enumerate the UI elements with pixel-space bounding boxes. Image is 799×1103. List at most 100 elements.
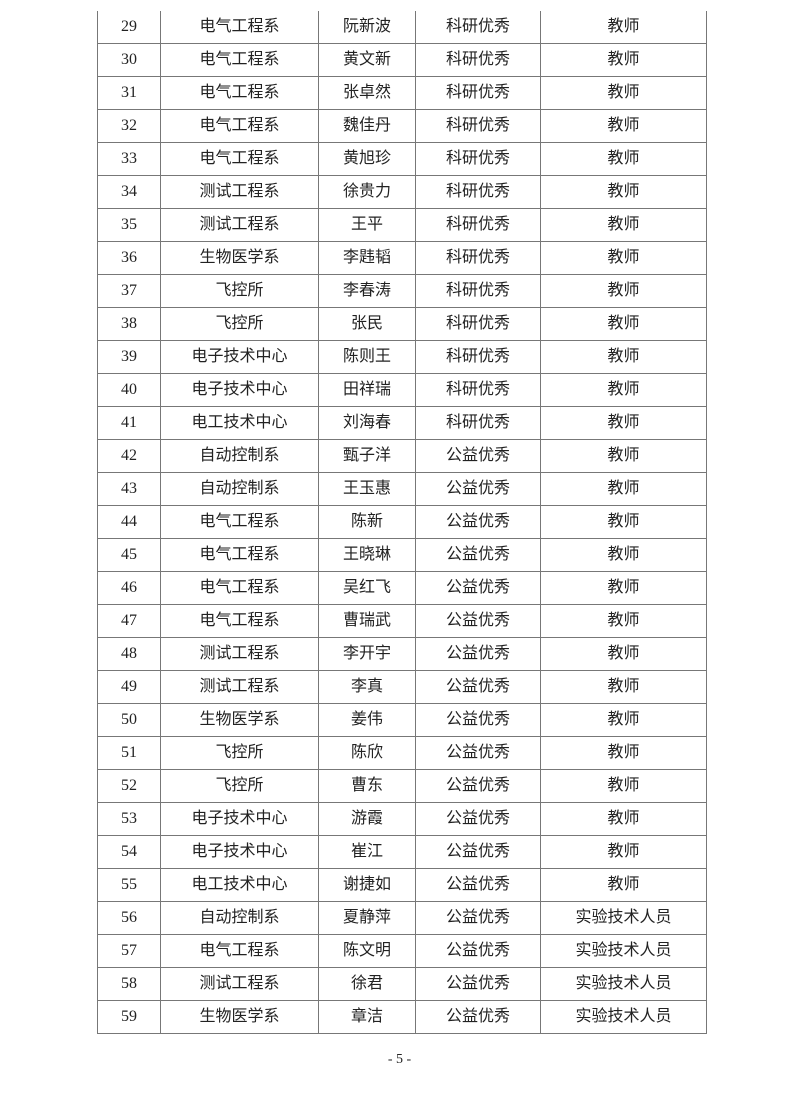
department-cell: 测试工程系	[160, 637, 319, 671]
department-cell: 电气工程系	[160, 76, 319, 110]
staff-type-cell: 实验技术人员	[540, 1000, 707, 1034]
row-number-cell: 51	[97, 736, 161, 770]
award-category-cell: 公益优秀	[415, 736, 541, 770]
row-number-cell: 33	[97, 142, 161, 176]
staff-type-cell: 教师	[540, 703, 707, 737]
department-cell: 电气工程系	[160, 934, 319, 968]
row-number-cell: 46	[97, 571, 161, 605]
staff-type-cell: 教师	[540, 868, 707, 902]
staff-type-cell: 实验技术人员	[540, 934, 707, 968]
table-row: 36 生物医学系 李韪韬 科研优秀 教师	[97, 241, 707, 275]
name-cell: 崔江	[318, 835, 416, 869]
award-category-cell: 科研优秀	[415, 76, 541, 110]
table-row: 31 电气工程系 张卓然 科研优秀 教师	[97, 76, 707, 110]
department-cell: 电工技术中心	[160, 868, 319, 902]
row-number-cell: 55	[97, 868, 161, 902]
table-row: 30 电气工程系 黄文新 科研优秀 教师	[97, 43, 707, 77]
name-cell: 姜伟	[318, 703, 416, 737]
table-row: 29 电气工程系 阮新波 科研优秀 教师	[97, 11, 707, 44]
award-category-cell: 公益优秀	[415, 670, 541, 704]
staff-type-cell: 教师	[540, 241, 707, 275]
department-cell: 飞控所	[160, 736, 319, 770]
awards-table: 29 电气工程系 阮新波 科研优秀 教师 30 电气工程系 黄文新 科研优秀 教师 31 电气工程系张…	[97, 11, 707, 1034]
row-number-cell: 52	[97, 769, 161, 803]
row-number-cell: 49	[97, 670, 161, 704]
table-row: 42 自动控制系 甄子洋 公益优秀 教师	[97, 439, 707, 473]
table-row: 54 电子技术中心 崔江 公益优秀 教师	[97, 835, 707, 869]
table-row: 33 电气工程系 黄旭珍 科研优秀 教师	[97, 142, 707, 176]
name-cell: 张卓然	[318, 76, 416, 110]
name-cell: 魏佳丹	[318, 109, 416, 143]
department-cell: 测试工程系	[160, 670, 319, 704]
row-number-cell: 47	[97, 604, 161, 638]
name-cell: 张民	[318, 307, 416, 341]
department-cell: 电气工程系	[160, 142, 319, 176]
name-cell: 王晓琳	[318, 538, 416, 572]
row-number-cell: 54	[97, 835, 161, 869]
award-category-cell: 公益优秀	[415, 868, 541, 902]
table-row: 34 测试工程系 徐贵力 科研优秀 教师	[97, 175, 707, 209]
department-cell: 自动控制系	[160, 901, 319, 935]
table-row: 51 飞控所 陈欣 公益优秀 教师	[97, 736, 707, 770]
award-category-cell: 公益优秀	[415, 637, 541, 671]
award-category-cell: 科研优秀	[415, 406, 541, 440]
row-number-cell: 34	[97, 175, 161, 209]
staff-type-cell: 教师	[540, 769, 707, 803]
table-row: 40 电子技术中心 田祥瑞 科研优秀 教师	[97, 373, 707, 407]
staff-type-cell: 教师	[540, 175, 707, 209]
table-body: 29 电气工程系 阮新波 科研优秀 教师 30 电气工程系 黄文新 科研优秀 教师 31 电气工程系张…	[97, 11, 707, 1034]
table-row: 47 电气工程系 曹瑞武 公益优秀 教师	[97, 604, 707, 638]
table-row: 48 测试工程系 李开宇 公益优秀 教师	[97, 637, 707, 671]
staff-type-cell: 教师	[540, 439, 707, 473]
name-cell: 李开宇	[318, 637, 416, 671]
staff-type-cell: 教师	[540, 43, 707, 77]
department-cell: 生物医学系	[160, 241, 319, 275]
row-number-cell: 32	[97, 109, 161, 143]
name-cell: 吴红飞	[318, 571, 416, 605]
award-category-cell: 公益优秀	[415, 901, 541, 935]
award-category-cell: 公益优秀	[415, 571, 541, 605]
name-cell: 田祥瑞	[318, 373, 416, 407]
table-row: 35 测试工程系 王平 科研优秀 教师	[97, 208, 707, 242]
table-row: 52 飞控所 曹东 公益优秀 教师	[97, 769, 707, 803]
row-number-cell: 43	[97, 472, 161, 506]
row-number-cell: 48	[97, 637, 161, 671]
staff-type-cell: 实验技术人员	[540, 901, 707, 935]
staff-type-cell: 教师	[540, 208, 707, 242]
department-cell: 测试工程系	[160, 967, 319, 1001]
table-row: 53 电子技术中心 游霞 公益优秀 教师	[97, 802, 707, 836]
table-row: 37 飞控所 李春涛 科研优秀 教师	[97, 274, 707, 308]
table-row: 39 电子技术中心 陈则王 科研优秀 教师	[97, 340, 707, 374]
department-cell: 自动控制系	[160, 472, 319, 506]
name-cell: 王玉惠	[318, 472, 416, 506]
department-cell: 电气工程系	[160, 571, 319, 605]
department-cell: 电气工程系	[160, 11, 319, 44]
row-number-cell: 36	[97, 241, 161, 275]
award-category-cell: 科研优秀	[415, 208, 541, 242]
row-number-cell: 37	[97, 274, 161, 308]
row-number-cell: 41	[97, 406, 161, 440]
name-cell: 李春涛	[318, 274, 416, 308]
row-number-cell: 53	[97, 802, 161, 836]
staff-type-cell: 教师	[540, 11, 707, 44]
name-cell: 李真	[318, 670, 416, 704]
name-cell: 曹东	[318, 769, 416, 803]
table-row: 55 电工技术中心 谢捷如 公益优秀 教师	[97, 868, 707, 902]
department-cell: 生物医学系	[160, 1000, 319, 1034]
name-cell: 黄文新	[318, 43, 416, 77]
staff-type-cell: 教师	[540, 835, 707, 869]
row-number-cell: 45	[97, 538, 161, 572]
award-category-cell: 公益优秀	[415, 835, 541, 869]
award-category-cell: 公益优秀	[415, 472, 541, 506]
department-cell: 测试工程系	[160, 208, 319, 242]
staff-type-cell: 教师	[540, 472, 707, 506]
table-row: 41 电工技术中心 刘海春 科研优秀 教师	[97, 406, 707, 440]
row-number-cell: 30	[97, 43, 161, 77]
staff-type-cell: 教师	[540, 637, 707, 671]
staff-type-cell: 教师	[540, 76, 707, 110]
table-row: 56 自动控制系 夏静萍 公益优秀 实验技术人员	[97, 901, 707, 935]
department-cell: 自动控制系	[160, 439, 319, 473]
staff-type-cell: 教师	[540, 340, 707, 374]
staff-type-cell: 教师	[540, 571, 707, 605]
table-row: 59 生物医学系 章洁 公益优秀 实验技术人员	[97, 1000, 707, 1034]
